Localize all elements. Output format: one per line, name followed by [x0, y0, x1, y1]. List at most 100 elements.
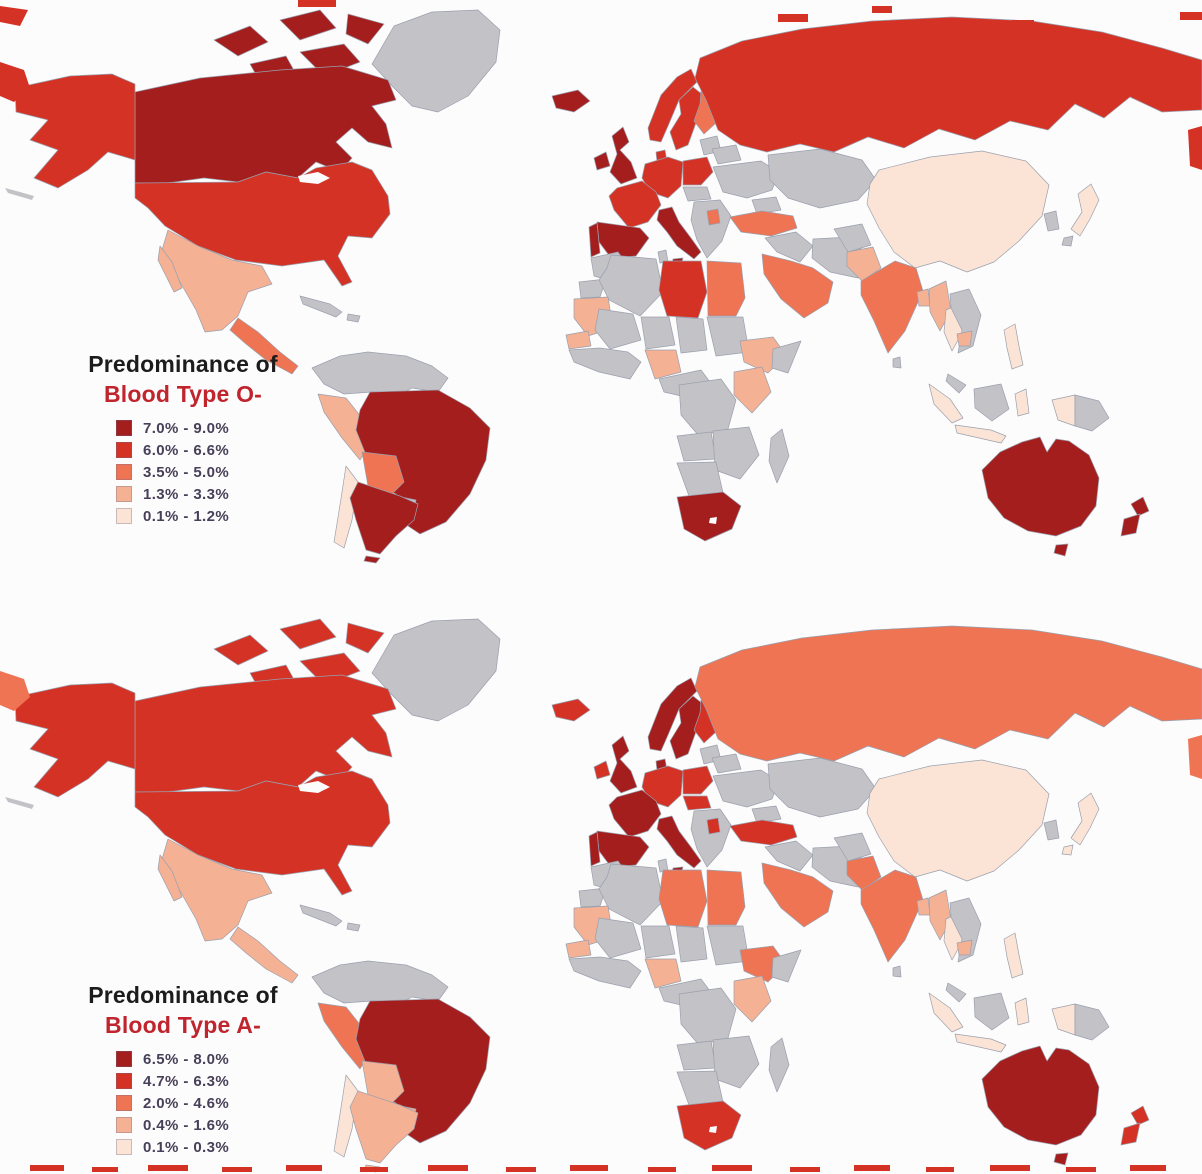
region-arctic3 [345, 13, 385, 45]
legend-swatch [116, 420, 132, 437]
region-norway [647, 68, 698, 143]
region-japan2 [1061, 844, 1074, 856]
region-aleutians [5, 188, 34, 200]
legend-swatch [116, 1117, 132, 1134]
region-wrapleft2 [0, 671, 30, 711]
legend-row: 0.4% - 1.6% [116, 1117, 229, 1134]
region-greenland [371, 9, 501, 113]
region-wsahara [578, 278, 607, 299]
region-aleutians [5, 797, 34, 809]
region-senegal [565, 939, 592, 959]
map-title-line2: Blood Type O- [103, 380, 263, 407]
region-alaska [14, 73, 136, 189]
region-germany [641, 765, 684, 808]
region-japan2 [1061, 235, 1074, 247]
region-wafrica [568, 347, 642, 380]
region-india [860, 869, 924, 963]
region-angola [676, 1040, 717, 1071]
region-camerica [229, 926, 299, 984]
region-wpng [1051, 394, 1076, 427]
region-iraq [764, 231, 814, 263]
world-map-a-negative [0, 618, 1202, 1173]
region-nzsouth [1120, 1122, 1141, 1146]
region-chad [675, 925, 708, 963]
region-italy [656, 815, 702, 869]
region-angola [676, 431, 717, 462]
region-kenya [733, 366, 772, 414]
legend-swatch [116, 1051, 132, 1068]
legend-label: 6.0% - 6.6% [143, 441, 230, 459]
region-sweden [669, 695, 704, 760]
region-china [866, 759, 1050, 882]
region-iceland [551, 89, 591, 113]
region-cuba [299, 295, 343, 318]
region-tdf [363, 555, 381, 564]
region-belarus [711, 144, 742, 165]
region-afghanistan [833, 832, 872, 862]
region-korea [1043, 819, 1060, 841]
map-panel-a-negative: Predominance of Blood Type A- 6.5% - 8.0… [0, 609, 1202, 1174]
region-nigeria [644, 958, 682, 989]
region-brazil [355, 389, 491, 535]
region-borneo [973, 383, 1010, 422]
region-france [608, 789, 662, 838]
region-iraq [764, 840, 814, 872]
legend-swatch [116, 486, 132, 503]
region-greenland [371, 618, 501, 722]
region-afghanistan [833, 223, 872, 253]
region-algeria [598, 254, 664, 317]
region-poland [682, 156, 714, 186]
region-serbia [706, 817, 721, 835]
region-poland [682, 765, 714, 795]
region-png [1074, 394, 1110, 432]
region-java [954, 424, 1007, 444]
region-cuba [299, 904, 343, 927]
legend-row: 7.0% - 9.0% [116, 420, 229, 437]
map-title-line1: Predominance of [88, 351, 278, 377]
region-borneo [973, 992, 1010, 1031]
region-png [1074, 1003, 1110, 1041]
region-china [866, 150, 1050, 273]
legend-label: 3.5% - 5.0% [143, 463, 230, 481]
region-srilanka [892, 965, 902, 978]
region-algeria [598, 863, 664, 926]
region-southafrica [676, 491, 742, 542]
region-wrapleft1 [0, 6, 28, 26]
region-spain [596, 221, 650, 259]
region-wrapright [1188, 735, 1202, 779]
region-caucasus [751, 196, 782, 215]
region-indochina [949, 897, 982, 963]
region-southafrica [676, 1100, 742, 1151]
region-turkey [729, 210, 798, 237]
region-bolivia [361, 451, 405, 495]
region-saudi [761, 862, 834, 928]
region-namibia [676, 1070, 724, 1106]
map-title-line1: Predominance of [88, 982, 278, 1008]
legend-row: 4.7% - 6.3% [116, 1073, 229, 1090]
region-baja [157, 854, 183, 902]
region-chad [675, 316, 708, 354]
region-somalia [771, 340, 802, 374]
region-kenya [733, 975, 772, 1023]
region-arctic1 [213, 25, 269, 57]
region-argentina [349, 1090, 419, 1164]
region-cambodia [956, 939, 973, 956]
region-mali [594, 308, 642, 350]
region-iceland [551, 698, 591, 722]
region-lesotho [709, 1126, 717, 1133]
region-libya [658, 260, 708, 319]
region-hispaniola [346, 313, 361, 323]
region-niger [640, 925, 676, 959]
region-ireland [593, 151, 611, 171]
region-japan [1070, 792, 1100, 846]
region-bottomdashes [30, 1165, 1166, 1172]
region-canada [134, 674, 397, 793]
region-france [608, 180, 662, 229]
region-balkans [690, 808, 732, 868]
legend-row: 2.0% - 4.6% [116, 1095, 229, 1112]
region-portugal [588, 222, 601, 258]
region-bolivia [361, 1060, 405, 1104]
region-wafrica [568, 956, 642, 989]
region-argentina [349, 481, 419, 555]
region-ireland [593, 760, 611, 780]
